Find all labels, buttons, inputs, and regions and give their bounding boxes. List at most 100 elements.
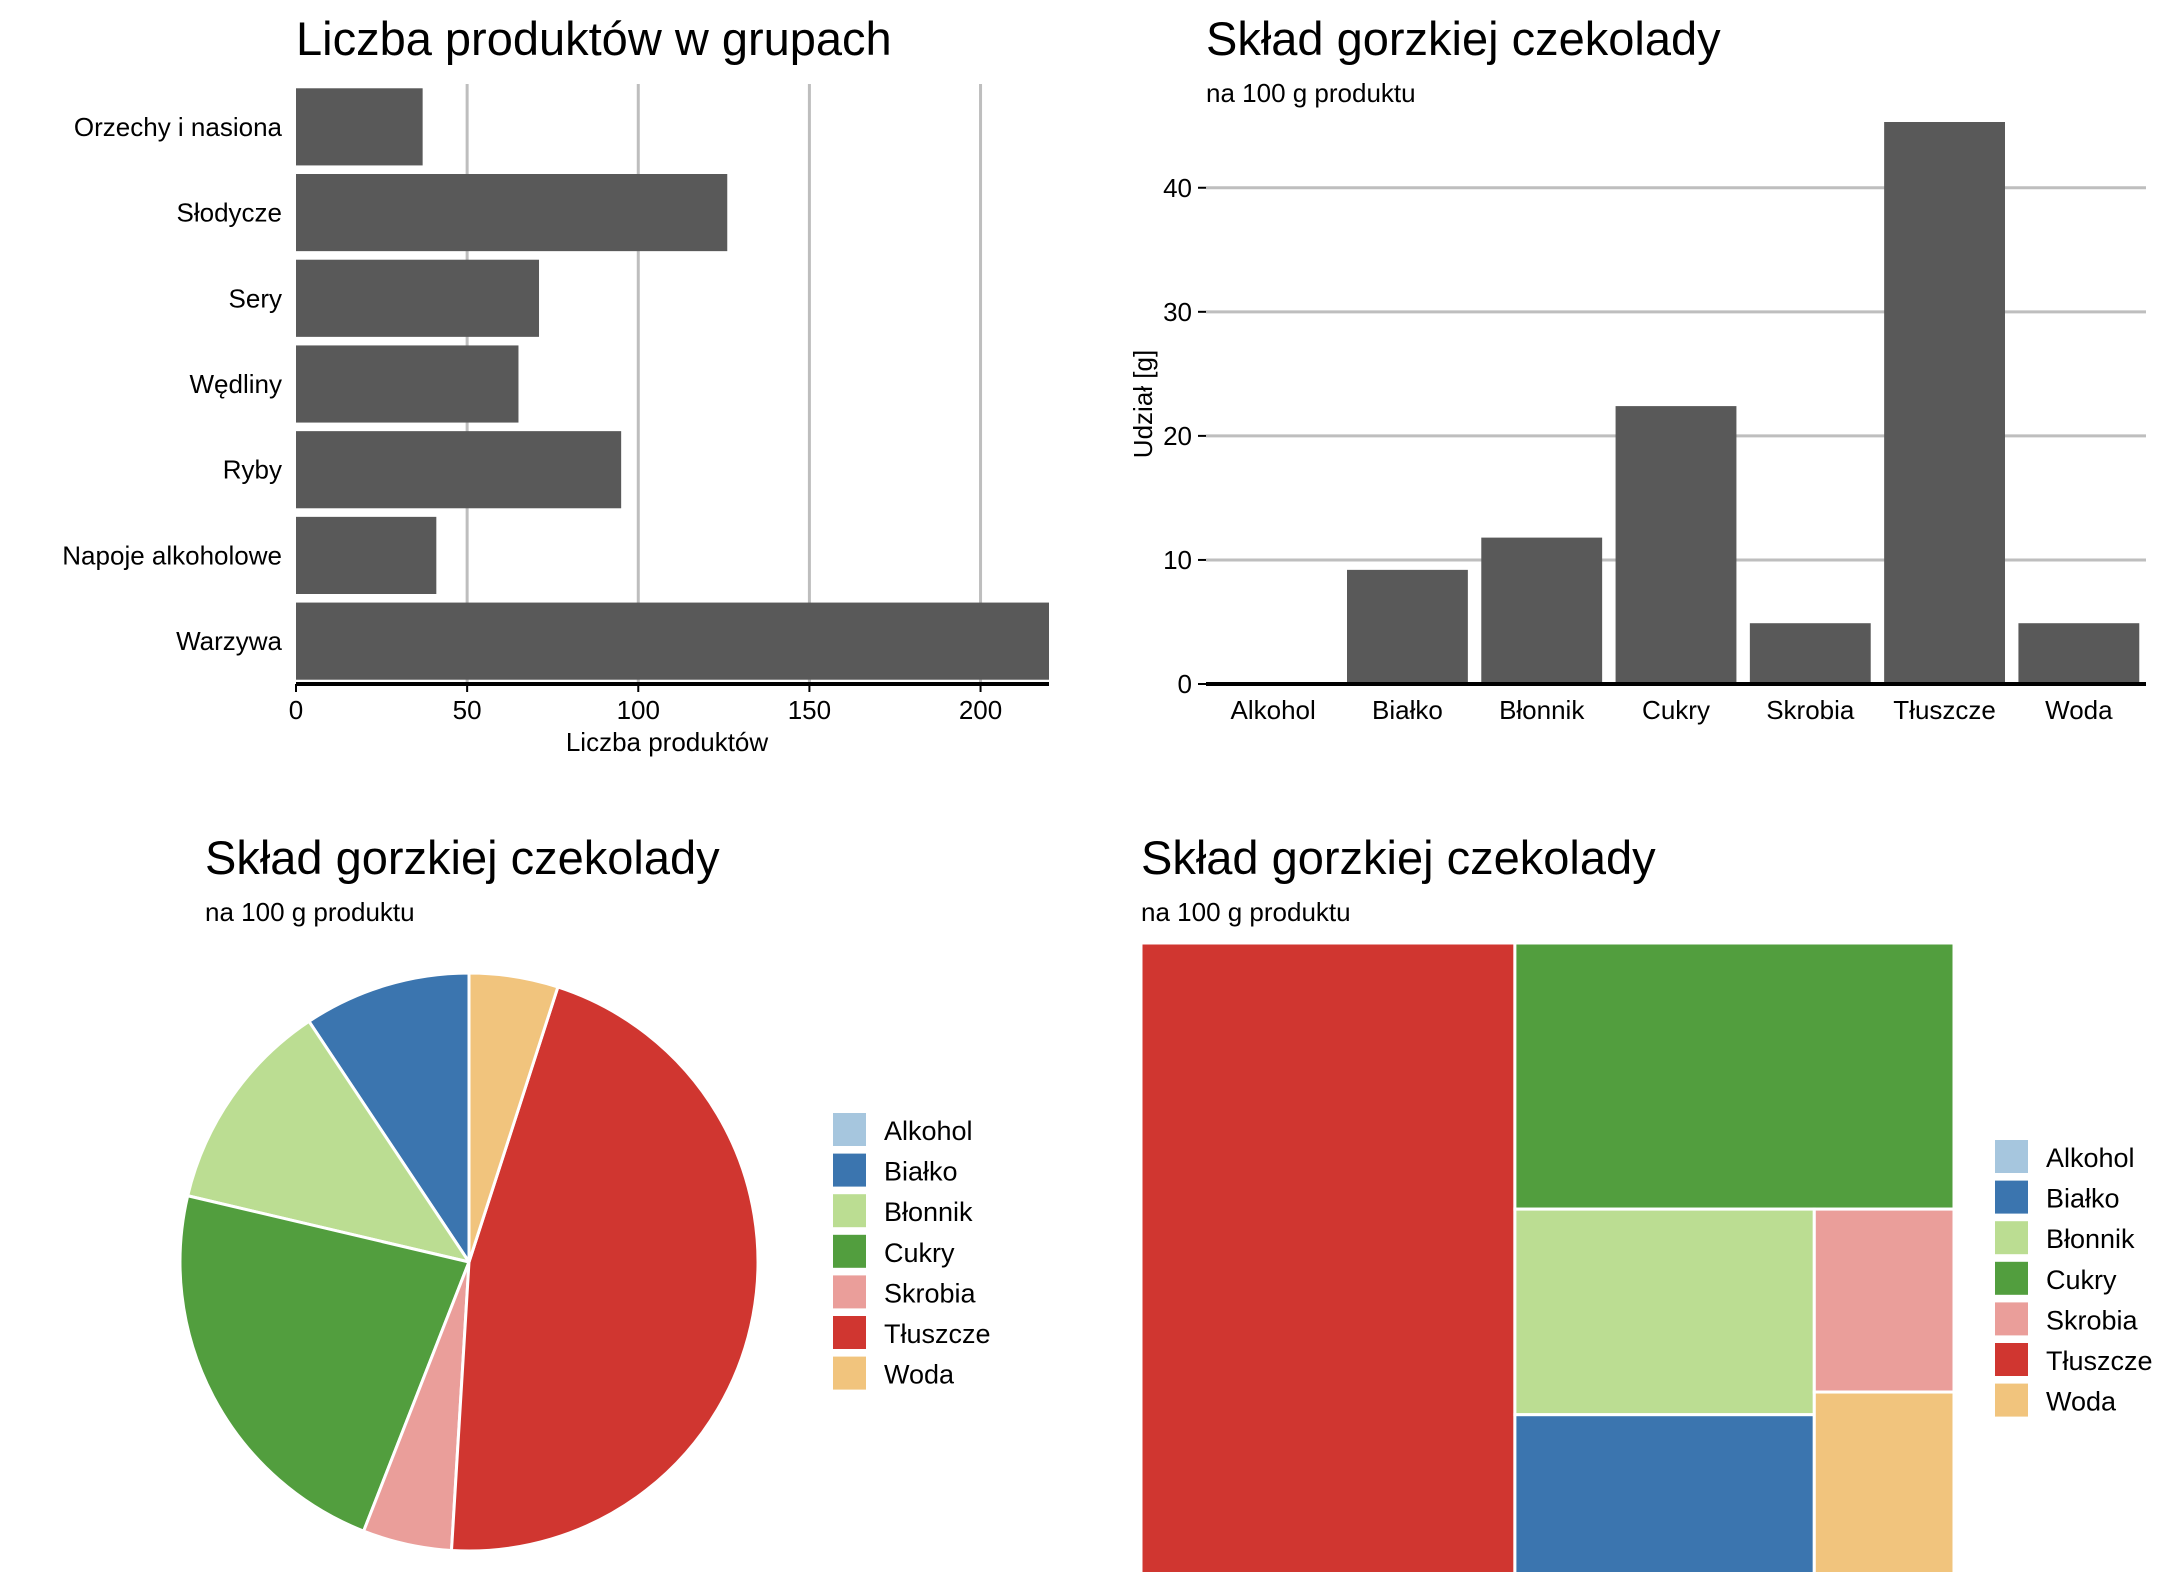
category-label-napoje-alkoholowe: Napoje alkoholowe	[62, 540, 282, 570]
treemap-tile-skrobia	[1812, 1207, 1956, 1394]
legend-label-alkohol: Alkohol	[2046, 1143, 2135, 1173]
composition-bar-subtitle: na 100 g produktu	[1206, 78, 1416, 108]
composition-bar-panel: Skład gorzkiej czekolady na 100 g produk…	[1128, 12, 2146, 725]
legend-swatch-skrobia	[1995, 1302, 2028, 1336]
legend-swatch-alkohol	[833, 1113, 866, 1146]
legend-label-blonnik: Błonnik	[2046, 1224, 2135, 1254]
bar-skrobia	[1749, 623, 1871, 684]
composition-pie-subtitle: na 100 g produktu	[205, 897, 415, 927]
legend-swatch-bialko	[1995, 1180, 2028, 1214]
legend-label-skrobia: Skrobia	[2046, 1305, 2139, 1335]
category-label-wedliny: Wędliny	[190, 369, 282, 399]
bar-cukry	[1615, 406, 1737, 684]
composition-treemap-tiles	[1139, 941, 1956, 1572]
legend-label-bialko: Białko	[2046, 1184, 2120, 1214]
legend-label-bialko: Białko	[884, 1157, 958, 1187]
bar-napoje-alkoholowe	[296, 516, 437, 594]
composition-bar-bars	[1347, 122, 2140, 684]
composition-treemap-legend: Alkohol Białko Błonnik Cukry Skrobia Tłuszcze…	[1995, 1140, 2153, 1417]
composition-bar-y-tick-label: 20	[1163, 421, 1192, 451]
legend-swatch-cukry	[1995, 1261, 2028, 1295]
category-label-tluszcze: Tłuszcze	[1893, 695, 1996, 725]
category-label-slodycze: Słodycze	[177, 198, 283, 228]
pie-slice-bialko	[307, 971, 471, 1264]
bar-wedliny	[296, 345, 519, 423]
legend-label-woda: Woda	[2046, 1387, 2117, 1417]
legend-swatch-cukry	[833, 1234, 866, 1268]
treemap-tile-bialko	[1513, 1413, 1816, 1572]
category-label-ryby: Ryby	[223, 455, 282, 485]
legend-label-cukry: Cukry	[884, 1238, 955, 1268]
pie-slice-blonnik	[186, 1019, 471, 1264]
treemap-tile-cukry	[1513, 941, 1956, 1211]
product-count-x-tick-label: 200	[959, 695, 1002, 725]
category-label-sery: Sery	[229, 283, 282, 313]
pie-slice-tluszcze	[449, 985, 760, 1553]
legend-label-cukry: Cukry	[2046, 1265, 2117, 1295]
composition-bar-y-ticks: 0 10 20 30 40	[1163, 173, 1206, 699]
legend-swatch-tluszcze	[833, 1316, 866, 1349]
composition-bar-y-axis-label: Udział [g]	[1128, 350, 1158, 458]
product-count-x-tick-label: 100	[617, 695, 660, 725]
product-count-title: Liczba produktów w grupach	[296, 12, 892, 65]
legend-swatch-tluszcze	[1995, 1343, 2028, 1376]
bar-sery	[296, 259, 540, 337]
bar-tluszcze	[1884, 122, 2005, 684]
composition-pie-panel: Skład gorzkiej czekolady na 100 g produk…	[178, 831, 991, 1553]
treemap-tile-tluszcze	[1139, 941, 1517, 1572]
composition-treemap-title: Skład gorzkiej czekolady	[1141, 831, 1656, 884]
legend-swatch-alkohol	[1995, 1140, 2028, 1173]
legend-label-skrobia: Skrobia	[884, 1278, 977, 1308]
category-label-bialko: Białko	[1372, 695, 1443, 725]
composition-pie-slices	[178, 971, 760, 1553]
legend-swatch-woda	[1995, 1383, 2028, 1417]
category-label-orzechy-i-nasiona: Orzechy i nasiona	[74, 112, 283, 142]
product-count-bars	[296, 88, 1049, 680]
bar-bialko	[1347, 569, 1468, 684]
legend-label-woda: Woda	[884, 1360, 955, 1390]
composition-bar-y-tick-label: 10	[1163, 545, 1192, 575]
product-count-panel: Liczba produktów w grupach Orzechy i nas…	[62, 12, 1049, 757]
pie-slice-woda	[467, 971, 560, 1264]
composition-bar-y-tick-label: 40	[1163, 173, 1192, 203]
product-count-x-tick-label: 150	[788, 695, 831, 725]
product-count-x-tick-label: 50	[453, 695, 482, 725]
bar-slodycze	[296, 174, 728, 252]
composition-bar-y-tick-label: 0	[1178, 669, 1192, 699]
pie-slice-cukry	[178, 1194, 471, 1533]
treemap-tile-woda	[1812, 1390, 1956, 1572]
category-label-blonnik: Błonnik	[1499, 695, 1585, 725]
category-label-skrobia: Skrobia	[1766, 695, 1855, 725]
composition-bar-title: Skład gorzkiej czekolady	[1206, 12, 1721, 65]
bar-warzywa	[296, 602, 1049, 680]
product-count-x-ticks: 0 50 100 150 200	[289, 684, 1002, 725]
category-label-woda: Woda	[2045, 695, 2113, 725]
legend-swatch-skrobia	[833, 1275, 866, 1309]
bar-woda	[2018, 623, 2140, 684]
category-label-warzywa: Warzywa	[176, 626, 282, 656]
legend-swatch-bialko	[833, 1153, 866, 1187]
legend-swatch-blonnik	[1995, 1221, 2028, 1255]
legend-label-tluszcze: Tłuszcze	[884, 1319, 991, 1349]
composition-pie-legend: Alkohol Białko Błonnik Cukry Skrobia Tłuszcze…	[833, 1113, 991, 1390]
product-count-category-labels: Orzechy i nasiona Słodycze Sery Wędliny Ryby…	[62, 112, 282, 656]
legend-label-blonnik: Błonnik	[884, 1197, 973, 1227]
legend-swatch-blonnik	[833, 1194, 866, 1228]
bar-blonnik	[1481, 537, 1603, 684]
legend-swatch-woda	[833, 1356, 866, 1390]
legend-label-alkohol: Alkohol	[884, 1116, 973, 1146]
category-label-alkohol: Alkohol	[1231, 695, 1316, 725]
composition-pie-title: Skład gorzkiej czekolady	[205, 831, 720, 884]
composition-bar-y-tick-label: 30	[1163, 297, 1192, 327]
product-count-x-axis-label: Liczba produktów	[566, 727, 769, 757]
composition-treemap-panel: Skład gorzkiej czekolady na 100 g produk…	[1139, 831, 2153, 1572]
treemap-tile-blonnik	[1513, 1207, 1816, 1417]
category-label-cukry: Cukry	[1642, 695, 1710, 725]
product-count-x-tick-label: 0	[289, 695, 303, 725]
composition-bar-category-labels: Alkohol Białko Błonnik Cukry Skrobia Tłuszcze…	[1231, 695, 2114, 725]
composition-treemap-subtitle: na 100 g produktu	[1141, 897, 1351, 927]
bar-orzechy-i-nasiona	[296, 88, 423, 166]
legend-label-tluszcze: Tłuszcze	[2046, 1346, 2153, 1376]
bar-ryby	[296, 431, 622, 509]
